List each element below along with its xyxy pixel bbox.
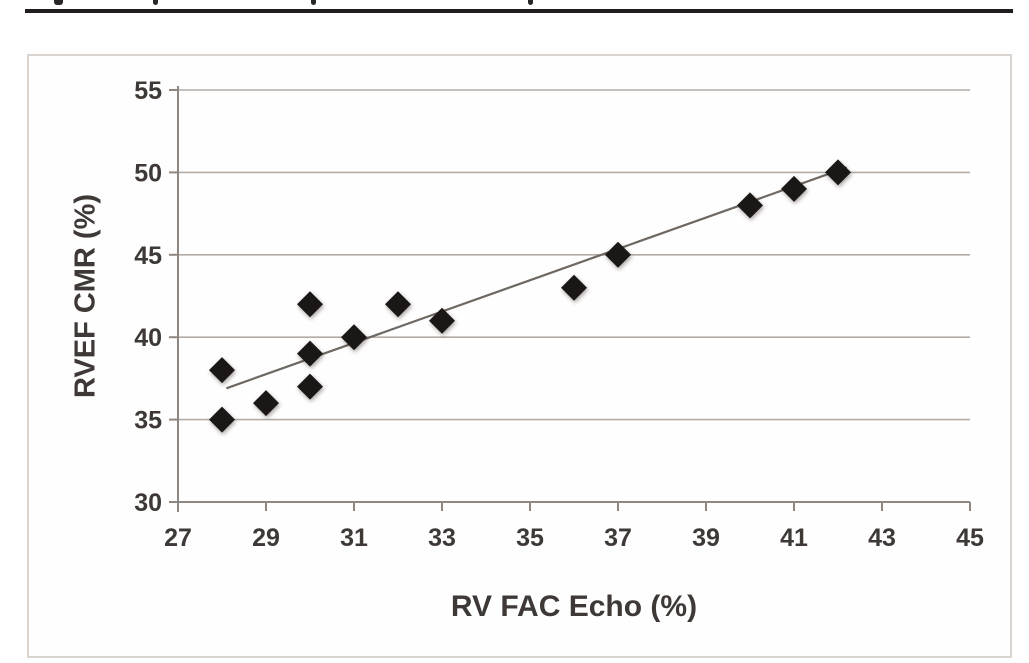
x-tick-label: 45	[956, 524, 984, 552]
data-point-marker	[825, 159, 851, 186]
data-point-marker	[429, 307, 455, 334]
x-tick-label: 41	[780, 524, 808, 552]
x-tick-label: 39	[692, 524, 720, 552]
x-tick-label: 35	[516, 524, 544, 552]
x-tick-label: 27	[164, 524, 192, 552]
data-point-marker	[209, 406, 235, 433]
y-tick-label: 30	[134, 489, 162, 517]
chart-frame: 30 35 40 45 50 55 27 29 31 33 35 37 39 41 43 45 RVEF CM…	[27, 54, 1012, 658]
data-point-marker	[561, 274, 587, 301]
data-point-marker	[605, 241, 631, 268]
data-point-marker	[209, 357, 235, 384]
x-axis-title: RV FAC Echo (%)	[450, 590, 698, 623]
y-tick-label: 50	[134, 159, 162, 187]
y-tick-label: 35	[134, 407, 162, 435]
data-point-marker	[297, 340, 323, 367]
data-point-marker	[385, 291, 411, 318]
data-point-marker	[253, 390, 279, 417]
cropped-text-fragment	[528, 0, 533, 5]
data-point-marker	[341, 324, 367, 351]
y-tick-label: 45	[134, 242, 162, 270]
data-point-marker	[737, 192, 763, 219]
x-tick-label: 43	[868, 524, 896, 552]
y-axis-title: RVEF CMR (%)	[69, 193, 102, 399]
top-divider-rule	[25, 9, 1013, 13]
data-point-marker	[297, 291, 323, 318]
data-point-marker	[297, 373, 323, 400]
x-tick-label: 33	[428, 524, 456, 552]
cropped-text-fragment	[153, 0, 158, 5]
y-tick-label: 55	[134, 77, 162, 105]
cropped-text-fragment	[311, 0, 316, 5]
x-tick-label: 37	[604, 524, 632, 552]
scatter-plot-canvas: 30 35 40 45 50 55 27 29 31 33 35 37 39 41 43 45	[134, 77, 984, 552]
x-tick-label: 31	[340, 524, 368, 552]
data-point-marker	[781, 175, 807, 202]
y-tick-label: 40	[134, 324, 162, 352]
cropped-text-fragment	[54, 0, 63, 5]
x-tick-label: 29	[252, 524, 280, 552]
